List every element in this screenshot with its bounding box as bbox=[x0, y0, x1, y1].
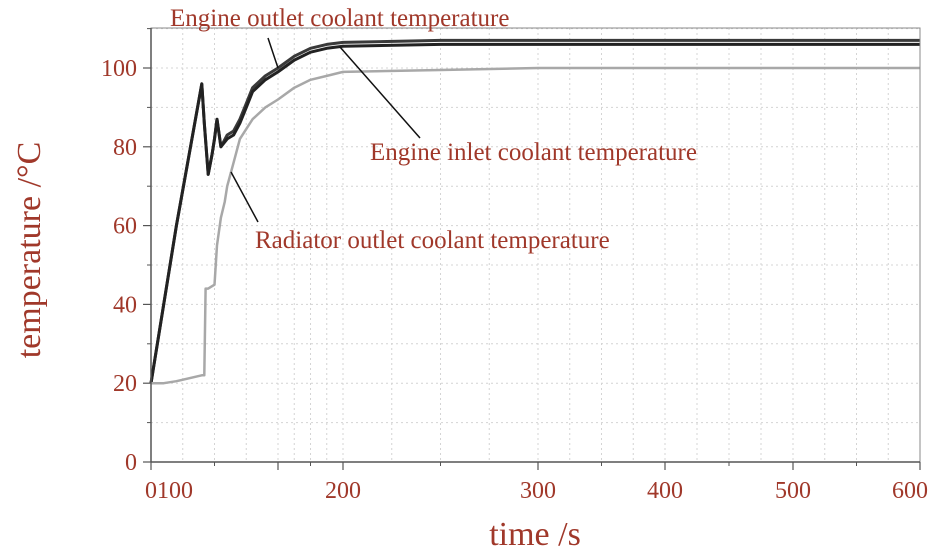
series-lines bbox=[149, 38, 920, 385]
annotation-leader-line bbox=[339, 46, 421, 139]
x-tick-label: 300 bbox=[520, 478, 556, 504]
x-tick-label: 500 bbox=[775, 478, 811, 504]
annotation-leader-line bbox=[230, 171, 259, 223]
x-tick-label: 0100 bbox=[145, 478, 193, 504]
x-axis-title: time /s bbox=[489, 516, 581, 550]
annotation-label: Engine inlet coolant temperature bbox=[370, 139, 697, 166]
y-tick-label: 60 bbox=[113, 214, 137, 240]
y-axis-title: temperature /°C bbox=[11, 142, 48, 359]
y-tick-label: 0 bbox=[125, 450, 137, 476]
annotation-label: Radiator outlet coolant temperature bbox=[255, 227, 610, 254]
y-tick-label: 20 bbox=[113, 371, 137, 397]
axes: 0 20 40 60 80 100 0100 200 300 400 500 600 bbox=[101, 27, 928, 504]
annotation-label: Engine outlet coolant temperature bbox=[170, 5, 509, 32]
series-line-2 bbox=[151, 66, 920, 385]
plot-area bbox=[151, 28, 920, 462]
annotations: Engine outlet coolant temperature Engine … bbox=[170, 5, 697, 254]
x-tick-label: 200 bbox=[325, 478, 361, 504]
y-tick-label: 100 bbox=[101, 56, 137, 82]
y-tick-label: 40 bbox=[113, 292, 137, 318]
x-tick-label: 600 bbox=[892, 478, 928, 504]
x-tick-label: 400 bbox=[647, 478, 683, 504]
series-line-1 bbox=[149, 42, 920, 384]
y-tick-label: 80 bbox=[113, 135, 137, 161]
annotation-leader-line bbox=[267, 37, 279, 69]
